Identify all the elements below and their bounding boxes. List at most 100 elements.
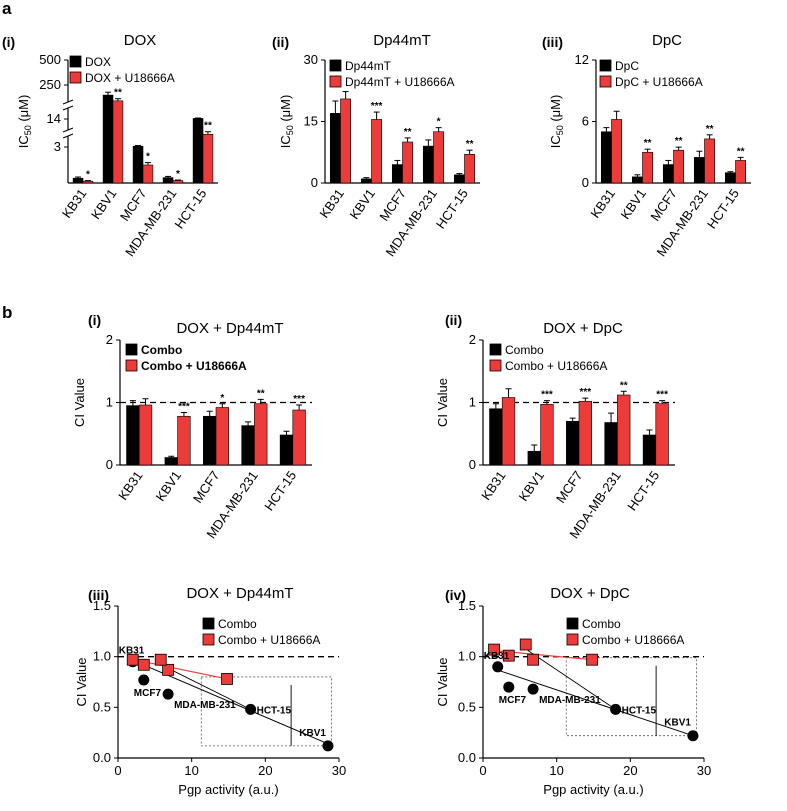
u18666a-point xyxy=(519,638,532,651)
y-tick-label: 0.5 xyxy=(458,699,476,714)
bar xyxy=(192,118,204,184)
x-tick-label: MCF7 xyxy=(553,468,586,506)
axis-break-gap xyxy=(63,102,73,108)
bar xyxy=(617,394,631,466)
significance-marker: *** xyxy=(541,390,553,401)
bar xyxy=(162,177,174,184)
significance-marker: ** xyxy=(620,380,628,391)
legend-label: Combo xyxy=(505,343,544,357)
x-tick-label: HCT-15 xyxy=(704,186,742,231)
significance-marker: *** xyxy=(178,402,190,413)
bar xyxy=(164,457,178,466)
x-tick-label: 30 xyxy=(332,763,346,778)
panel-letter-b: b xyxy=(2,303,12,322)
bar xyxy=(132,145,144,184)
legend-label: Combo xyxy=(141,343,182,357)
bar xyxy=(662,164,674,184)
guide-box xyxy=(565,657,698,737)
point-label: MDA-MB-231 xyxy=(174,700,236,711)
significance-marker: *** xyxy=(293,394,305,405)
x-tick-label: HCT-15 xyxy=(624,468,662,513)
guide-box xyxy=(200,676,333,747)
panel-sublabel: (iii) xyxy=(88,587,109,603)
x-tick-label: KBV1 xyxy=(347,186,378,222)
significance-marker: ** xyxy=(404,127,412,138)
bar xyxy=(464,154,476,184)
y-tick-label: 250 xyxy=(39,77,61,92)
combo-point xyxy=(610,703,622,715)
u18666a-point xyxy=(154,653,167,666)
bar xyxy=(600,131,612,184)
point-label: MCF7 xyxy=(134,688,162,699)
x-tick-label: KB31 xyxy=(316,186,347,221)
x-tick-label: KBV1 xyxy=(88,186,119,222)
legend-swatch xyxy=(599,59,612,72)
bar xyxy=(566,420,580,466)
y-tick-label: 0.0 xyxy=(458,750,476,765)
bar xyxy=(433,131,445,184)
point-label: KB31 xyxy=(119,646,145,657)
bar xyxy=(138,404,153,466)
legend-swatch xyxy=(329,59,342,72)
bar xyxy=(642,151,654,184)
x-axis-label: Pgp activity (a.u.) xyxy=(178,782,278,797)
chart-title: DOX + DpC xyxy=(550,585,630,602)
legend-swatch xyxy=(202,633,215,646)
significance-marker: * xyxy=(146,152,150,163)
x-tick-label: MCF7 xyxy=(647,186,680,224)
legend-swatch xyxy=(566,617,579,630)
legend-label: DOX xyxy=(85,55,111,69)
point-label: MCF7 xyxy=(499,695,527,706)
u18666a-point xyxy=(137,658,150,671)
x-tick-label: 10 xyxy=(184,763,198,778)
combo-point xyxy=(322,740,334,752)
x-tick-label: KB31 xyxy=(115,468,146,503)
combo-trend-line xyxy=(493,668,694,737)
legend-swatch xyxy=(202,617,215,630)
panel-letter-a: a xyxy=(2,0,12,18)
x-tick-label: KBV1 xyxy=(618,186,649,222)
significance-marker: ** xyxy=(644,138,652,149)
y-tick-label: 1.5 xyxy=(93,598,111,613)
y-axis-label: IC50 (μM) xyxy=(548,95,565,149)
significance-marker: *** xyxy=(579,387,591,398)
significance-marker: ** xyxy=(204,121,212,132)
y-tick-label: 1 xyxy=(469,395,476,410)
bar xyxy=(693,157,705,184)
bar xyxy=(112,100,124,184)
bar xyxy=(215,407,229,466)
point-label: KBV1 xyxy=(664,718,691,729)
y-axis-label: IC50 (μM) xyxy=(278,95,295,149)
point-label: KBV1 xyxy=(299,728,326,739)
legend-label: DOX + U18666A xyxy=(85,71,175,85)
y-tick-label: 0.5 xyxy=(93,699,111,714)
legend-label: Combo xyxy=(218,617,257,631)
u18666a-point xyxy=(162,663,174,676)
y-tick-label: 15 xyxy=(304,114,318,129)
bar xyxy=(735,160,747,184)
y-tick-label: 0.0 xyxy=(93,750,111,765)
significance-marker: * xyxy=(86,170,90,181)
x-tick-label: HCT-15 xyxy=(433,186,471,231)
x-tick-label: MCF7 xyxy=(190,468,223,506)
bar xyxy=(172,180,184,184)
chart-title: DOX + Dp44mT xyxy=(186,585,293,602)
bar xyxy=(292,409,306,466)
combo-point xyxy=(492,661,504,673)
bar xyxy=(501,397,516,466)
legend-swatch xyxy=(125,359,138,372)
combo-point xyxy=(527,683,539,695)
bar xyxy=(527,450,541,466)
significance-marker: ** xyxy=(706,124,714,135)
y-tick-label: 1.5 xyxy=(458,598,476,613)
legend-swatch xyxy=(125,343,138,356)
y-tick-label: 30 xyxy=(304,52,318,67)
y-tick-label: 2 xyxy=(106,332,113,347)
y-axis-label: CI Value xyxy=(74,658,89,707)
bar xyxy=(72,177,84,184)
x-tick-label: KB31 xyxy=(478,468,509,503)
shift-arrow xyxy=(527,650,616,710)
bar xyxy=(631,176,643,184)
